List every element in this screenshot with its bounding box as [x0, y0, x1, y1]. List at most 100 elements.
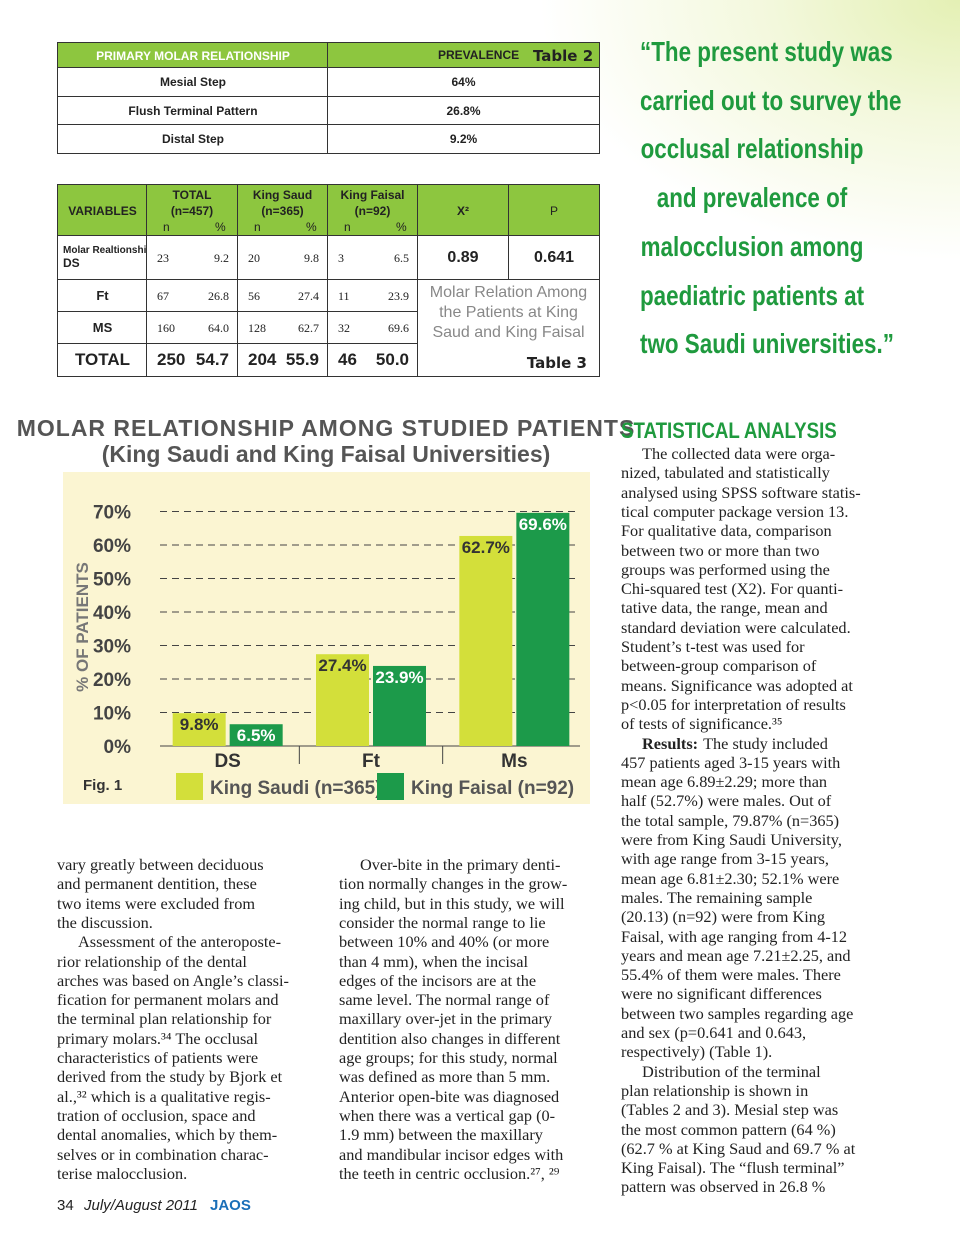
y-tick-label: 0% [104, 737, 132, 758]
table-subheader: % [306, 220, 317, 234]
body-text-line: when there was a vertical gap (0- [339, 1105, 556, 1125]
table-subheader: n [163, 220, 170, 234]
table-value: 55.9 [285, 350, 319, 369]
chart-subtitle: (King Saudi and King Faisal Universities… [102, 441, 551, 467]
table-header: King Saud [252, 188, 313, 202]
table-value: 50.0 [375, 350, 409, 369]
table-value: 26.8 [208, 288, 229, 303]
table-header-cell: X² [417, 184, 509, 237]
body-text-line: and mandibular incisor edges with [339, 1144, 564, 1164]
table-value: 9.2 [214, 250, 229, 265]
table-header: (n=365) [261, 204, 304, 218]
body-text-line: nized, tabulated and statistically [621, 463, 830, 483]
body-text-line: tical computer package version 13. [621, 501, 849, 521]
pull-quote: “The present study was [640, 36, 893, 67]
table-header: X² [457, 203, 469, 218]
body-text-line: King Faisal). The “flush terminal” [621, 1158, 845, 1178]
results-label: Results: [642, 733, 699, 753]
body-text-line: Distribution of the terminal [642, 1061, 821, 1081]
table-header: (n=457) [170, 204, 214, 218]
body-text-line: between 10% and 40% (or more [339, 932, 550, 952]
x-tick-label: DS [214, 751, 240, 772]
body-text-line: the total sample, 79.87% (n=365) [621, 810, 840, 830]
table-cell: 128 62.7 [237, 311, 328, 344]
table-cell: 26.8% [327, 95, 600, 126]
body-text-line: between two samples regarding age [621, 1003, 854, 1023]
legend-swatch [176, 773, 203, 800]
table-value: 67 [157, 288, 169, 303]
body-text-line: respectively) (Table 1). [621, 1042, 773, 1062]
pull-quote: and prevalence of [656, 182, 848, 214]
table-value: 250 [157, 350, 186, 369]
body-text-line: Chi-squared test (X2). For quanti- [621, 579, 844, 599]
table-header: (n=92) [354, 204, 391, 218]
table-header-cell: PRIMARY MOLAR RELATIONSHIP [57, 42, 329, 69]
body-text-line: The collected data were orga- [642, 444, 836, 463]
body-text-line: characteristics of patients were [57, 1048, 259, 1067]
legend-label: King Saudi (n=365) [210, 778, 382, 799]
body-text-line: primary molars.³⁴ The occlusal [57, 1028, 259, 1048]
table-cell: 11 23.9 [327, 279, 418, 312]
body-text-line: the most common pattern (64 %) [621, 1119, 836, 1139]
body-text-line: dental anomalies, which by them- [57, 1125, 278, 1145]
table-value: 20 [248, 250, 260, 265]
table-header-cell: PREVALENCE Table 2 [327, 42, 600, 69]
chart-title: MOLAR RELATIONSHIP AMONG STUDIED PATIENT… [17, 415, 636, 441]
table-cell: 250 54.7 [146, 343, 238, 377]
bar [229, 724, 283, 746]
value-label: 69.6% [519, 515, 567, 534]
pull-quote: occlusal relationship [640, 133, 864, 165]
table-cell: 160 64.0 [146, 311, 238, 344]
y-tick-label: 70% [93, 503, 131, 524]
bar [172, 713, 226, 746]
table-caption: the Patients at King [439, 304, 578, 321]
table-subheader: % [215, 220, 226, 234]
y-tick-label: 20% [93, 670, 131, 691]
x-tick-label: Ms [501, 751, 527, 772]
x-tick-label: Ft [362, 751, 381, 772]
bar [373, 665, 426, 746]
legend-label: King Faisal (n=92) [411, 778, 574, 799]
body-text-line: tative data, the range, mean and [621, 598, 828, 618]
table-cell: TOTAL [57, 343, 148, 377]
table-text: 26.8% [446, 103, 481, 118]
figure-label: Fig. 1 [83, 777, 122, 794]
table-value: 54.7 [195, 350, 229, 369]
table-value: 69.6 [388, 320, 409, 335]
value-label: 9.8% [180, 715, 219, 734]
table-cell: Mesial Step [57, 67, 329, 97]
table-cell: 64% [327, 67, 600, 97]
body-text-line: were from King Saudi University, [621, 830, 842, 849]
row-label: Ft [96, 288, 109, 303]
body-text-line: 1.9 mm) between the maxillary [339, 1125, 543, 1145]
body-text-line: tion normally changes in the grow- [339, 874, 568, 894]
body-text-line: two items were excluded from [57, 893, 256, 913]
table-value: 6.5 [394, 250, 409, 265]
table-cell: 0.641 [508, 235, 600, 280]
table-value: 62.7 [298, 320, 319, 335]
body-text-line: half (52.7%) were males. Out of [621, 791, 832, 811]
table-header-cell: TOTAL (n=457) n% [146, 184, 238, 237]
table-value: 46 [338, 350, 357, 369]
table-cell: 32 69.6 [327, 311, 418, 344]
body-text-line: (62.7 % at King Saud and 69.7 % at [621, 1138, 856, 1158]
body-text-line: standard deviation were calculated. [621, 617, 851, 637]
body-text-line: Over-bite in the primary denti- [360, 855, 561, 874]
body-text-line: arches was based on Angle’s classi- [57, 970, 289, 990]
y-tick-label: 40% [93, 603, 131, 624]
table-header: PRIMARY MOLAR RELATIONSHIP [96, 48, 290, 63]
body-text-line: edges of the incisors are at the [339, 970, 537, 990]
table-header: King Faisal [340, 188, 405, 202]
body-text-line: derived from the study by Bjork et [57, 1067, 283, 1087]
body-text-line: (20.13) (n=92) were from King [621, 907, 826, 927]
body-text-line: was defined as more than 5 mm. [339, 1067, 551, 1087]
table-subheader: % [396, 220, 407, 234]
table-label: Table 2 [533, 47, 594, 65]
body-text-line: the discussion. [57, 912, 153, 932]
table-cell: Distal Step [57, 124, 329, 155]
table-value: 32 [338, 320, 350, 335]
y-tick-label: 50% [93, 570, 131, 591]
table-cell: MS [57, 311, 148, 344]
value-label: 6.5% [237, 726, 276, 745]
